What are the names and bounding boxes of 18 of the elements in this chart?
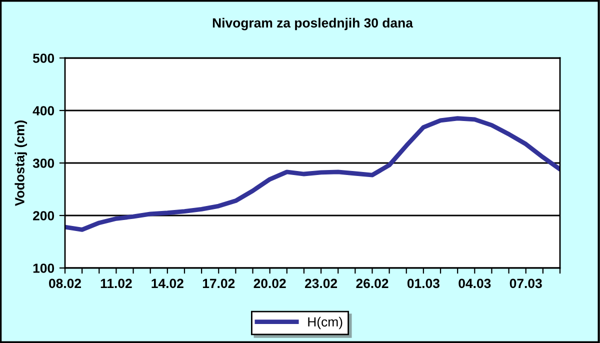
- x-tick-label: 23.02: [304, 278, 338, 288]
- y-axis-title: Vodostaj (cm): [14, 120, 28, 206]
- y-tick-label: 300: [32, 158, 54, 168]
- x-tick-label: 14.02: [152, 278, 184, 288]
- chart-title: Nivogram za poslednjih 30 dana: [212, 18, 414, 30]
- y-tick-label: 500: [32, 54, 54, 63]
- x-tick-label: 01.03: [407, 278, 440, 288]
- x-tick-label: 26.02: [356, 278, 388, 288]
- legend-label: H(cm): [308, 316, 342, 330]
- y-tick-label: 100: [33, 264, 54, 273]
- x-tick-label: 07.03: [510, 278, 542, 288]
- x-tick-label: 08.02: [49, 278, 81, 288]
- y-tick-label: 200: [33, 211, 54, 220]
- x-tick-label: 04.03: [458, 278, 491, 288]
- y-tick-label: 400: [32, 106, 54, 116]
- x-tick-label: 11.02: [100, 278, 132, 288]
- x-tick-label: 20.02: [254, 278, 286, 288]
- x-tick-label: 17.02: [202, 278, 235, 288]
